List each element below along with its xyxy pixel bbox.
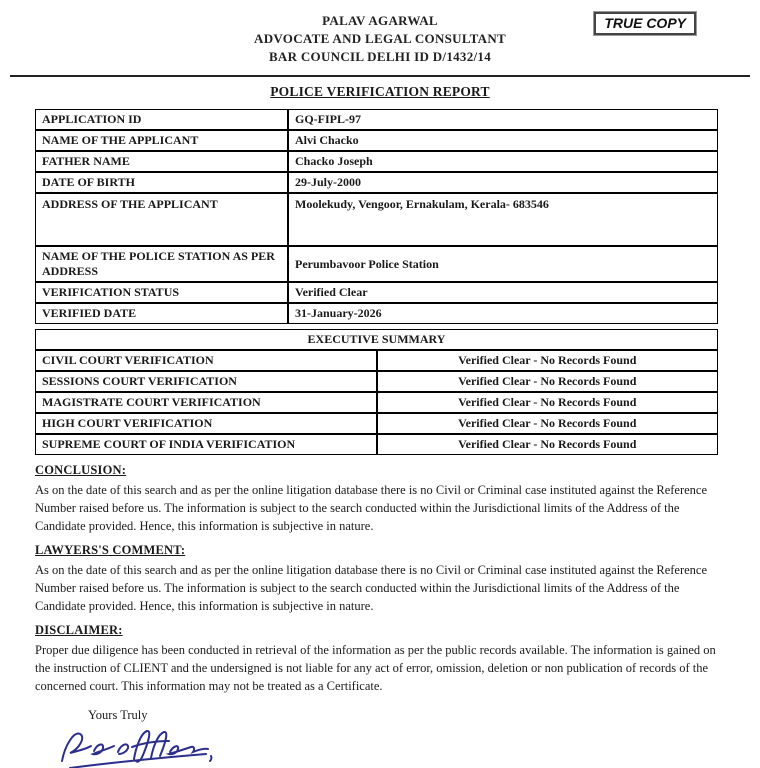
field-value: Alvi Chacko: [288, 130, 718, 151]
table-row: SUPREME COURT OF INDIA VERIFICATION Veri…: [35, 434, 718, 455]
verification-label: HIGH COURT VERIFICATION: [35, 413, 377, 434]
section-heading: DISCLAIMER:: [35, 623, 123, 637]
true-copy-stamp: TRUE COPY: [593, 11, 697, 36]
verification-label: SUPREME COURT OF INDIA VERIFICATION: [35, 434, 377, 455]
advocate-name: PALAV AGARWAL: [322, 13, 438, 28]
field-label: APPLICATION ID: [35, 109, 288, 130]
table-row: FATHER NAME Chacko Joseph: [35, 151, 718, 172]
table-row: VERIFIED DATE 31-January-2026: [35, 303, 718, 324]
disclaimer-section: DISCLAIMER: Proper due diligence has bee…: [35, 623, 730, 695]
lawyers-comment-section: LAWYERS'S COMMENT: As on the date of thi…: [35, 543, 730, 615]
section-body: As on the date of this search and as per…: [35, 483, 708, 533]
table-row: NAME OF THE APPLICANT Alvi Chacko: [35, 130, 718, 151]
verification-result: Verified Clear - No Records Found: [376, 392, 718, 413]
table-row: NAME OF THE POLICE STATION AS PER ADDRES…: [35, 246, 718, 282]
field-value: GQ-FIPL-97: [288, 109, 718, 130]
section-body: As on the date of this search and as per…: [35, 563, 708, 613]
section-body: Proper due diligence has been conducted …: [35, 643, 716, 693]
table-row: DATE OF BIRTH 29-July-2000: [35, 172, 718, 193]
conclusion-section: CONCLUSION: As on the date of this searc…: [35, 463, 730, 535]
verification-result: Verified Clear - No Records Found: [376, 413, 718, 434]
table-row: MAGISTRATE COURT VERIFICATION Verified C…: [35, 392, 718, 413]
field-value: 29-July-2000: [288, 172, 718, 193]
field-label: VERIFIED DATE: [35, 303, 288, 324]
field-value: Chacko Joseph: [288, 151, 718, 172]
table-header-row: EXECUTIVE SUMMARY: [35, 329, 718, 350]
field-value: Perumbavoor Police Station: [288, 246, 718, 282]
table-row: ADDRESS OF THE APPLICANT Moolekudy, Veng…: [35, 193, 718, 246]
field-value: Verified Clear: [288, 282, 718, 303]
field-value: Moolekudy, Vengoor, Ernakulam, Kerala- 6…: [288, 193, 718, 246]
field-value: 31-January-2026: [288, 303, 718, 324]
verification-result: Verified Clear - No Records Found: [376, 350, 718, 371]
field-label: FATHER NAME: [35, 151, 288, 172]
applicant-details-table: APPLICATION ID GQ-FIPL-97 NAME OF THE AP…: [35, 109, 718, 324]
table-row: APPLICATION ID GQ-FIPL-97: [35, 109, 718, 130]
field-label: VERIFICATION STATUS: [35, 282, 288, 303]
field-label: NAME OF THE POLICE STATION AS PER ADDRES…: [35, 246, 288, 282]
handwritten-signature-icon: [61, 730, 213, 768]
verification-result: Verified Clear - No Records Found: [376, 434, 718, 455]
verification-label: MAGISTRATE COURT VERIFICATION: [35, 392, 377, 413]
letterhead: PALAV AGARWAL ADVOCATE AND LEGAL CONSULT…: [0, 0, 760, 66]
table-row: VERIFICATION STATUS Verified Clear: [35, 282, 718, 303]
executive-summary-title: EXECUTIVE SUMMARY: [35, 329, 718, 350]
page-title: POLICE VERIFICATION REPORT: [270, 84, 490, 99]
advocate-designation: ADVOCATE AND LEGAL CONSULTANT: [254, 31, 506, 46]
field-label: ADDRESS OF THE APPLICANT: [35, 193, 288, 246]
table-row: CIVIL COURT VERIFICATION Verified Clear …: [35, 350, 718, 371]
section-heading: CONCLUSION:: [35, 463, 127, 477]
bar-council-id-header: BAR COUNCIL DELHI ID D/1432/14: [268, 49, 492, 64]
section-heading: LAWYERS'S COMMENT:: [35, 543, 186, 557]
table-row: SESSIONS COURT VERIFICATION Verified Cle…: [35, 371, 718, 392]
signature-image: [48, 725, 760, 768]
field-label: DATE OF BIRTH: [35, 172, 288, 193]
verification-result: Verified Clear - No Records Found: [376, 371, 718, 392]
field-label: NAME OF THE APPLICANT: [35, 130, 288, 151]
verification-label: CIVIL COURT VERIFICATION: [35, 350, 377, 371]
salutation: Yours Truly: [88, 708, 148, 722]
verification-label: SESSIONS COURT VERIFICATION: [35, 371, 377, 392]
table-row: HIGH COURT VERIFICATION Verified Clear -…: [35, 413, 718, 434]
header-divider: [10, 75, 750, 77]
executive-summary-table: EXECUTIVE SUMMARY CIVIL COURT VERIFICATI…: [35, 329, 718, 455]
